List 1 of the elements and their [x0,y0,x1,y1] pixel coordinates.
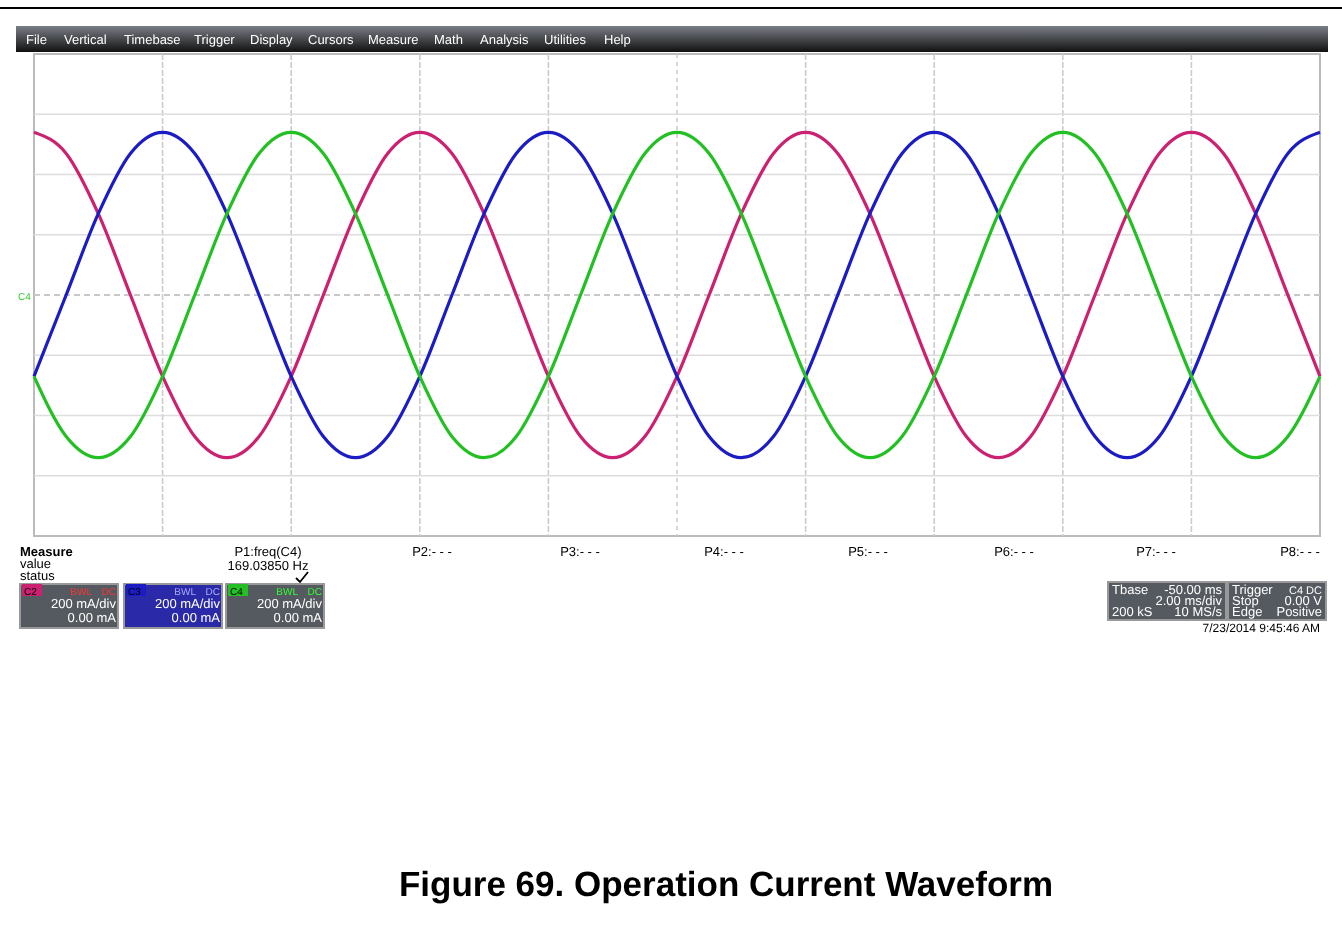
text: Figure 69. Operation Current Waveform [398,864,1054,904]
